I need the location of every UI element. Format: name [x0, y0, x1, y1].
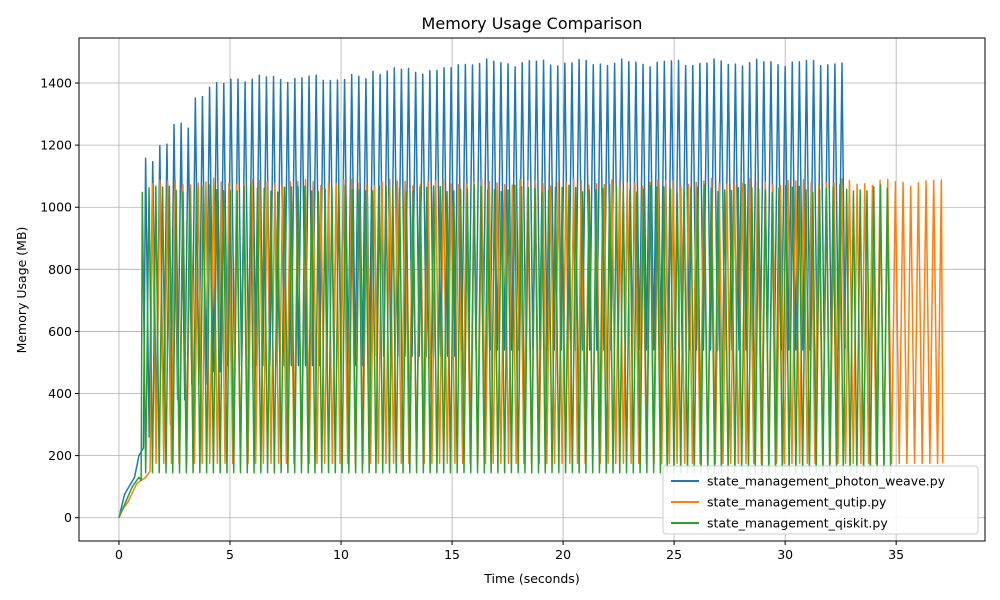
- x-tick-label: 35: [888, 547, 904, 562]
- plot-frame: [78, 37, 986, 542]
- y-tick-label: 1200: [40, 138, 72, 153]
- x-tick-label: 0: [115, 547, 123, 562]
- y-tick-label: 200: [48, 448, 72, 463]
- x-axis-label: Time (seconds): [483, 571, 579, 586]
- x-tick-label: 5: [226, 547, 234, 562]
- legend-box: [662, 465, 979, 535]
- x-tick-label: 20: [555, 547, 571, 562]
- y-tick-label: 0: [64, 510, 72, 525]
- legend-label-1: state_management_photon_weave.py: [707, 474, 946, 489]
- y-tick-label: 1400: [40, 76, 72, 91]
- y-axis-label: Memory Usage (MB): [14, 227, 29, 354]
- legend: state_management_photon_weave.py state_ma…: [662, 465, 979, 535]
- y-axis-ticks: 0 200 400 600 800 1000 1200 1400: [40, 76, 79, 525]
- y-tick-label: 800: [48, 262, 72, 277]
- chart-title: Memory Usage Comparison: [422, 14, 643, 33]
- plot-area: [118, 58, 944, 519]
- legend-label-3: state_management_qiskit.py: [707, 516, 888, 531]
- y-tick-label: 600: [48, 324, 72, 339]
- series-line-3: [118, 183, 892, 519]
- x-tick-label: 25: [666, 547, 682, 562]
- x-tick-label: 30: [777, 547, 793, 562]
- legend-label-2: state_management_qutip.py: [707, 495, 887, 510]
- x-tick-label: 15: [444, 547, 460, 562]
- y-tick-label: 1000: [40, 200, 72, 215]
- x-tick-label: 10: [333, 547, 349, 562]
- x-axis-ticks: 0 5 10 15 20 25 30 35: [115, 541, 904, 562]
- y-tick-label: 400: [48, 386, 72, 401]
